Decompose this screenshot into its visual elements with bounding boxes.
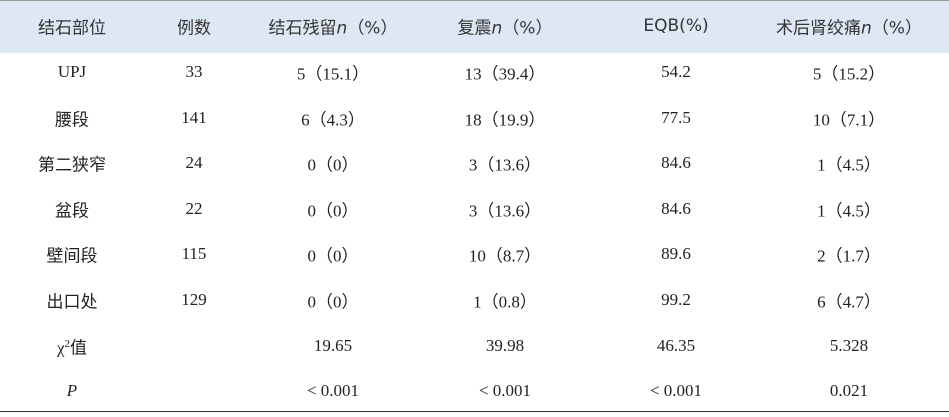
- cell-value: 22: [185, 198, 203, 218]
- cell-value: 19.65: [313, 335, 353, 355]
- header-cell: 例数: [177, 14, 211, 39]
- header-unit: （%）: [347, 18, 398, 39]
- cell-value: 84.6: [661, 153, 691, 173]
- header-text: 复震: [457, 18, 492, 39]
- cell-value: 18（19.9）: [464, 110, 546, 130]
- superscript: 2: [64, 337, 71, 350]
- cell-value: 0（0）: [307, 155, 359, 175]
- cell-value: 5（15.1）: [296, 64, 370, 84]
- header-unit: （%）: [502, 18, 553, 39]
- cell-value: 0（0）: [307, 246, 359, 266]
- row-label: χ2值: [57, 333, 87, 358]
- cell-value: 141: [181, 107, 207, 127]
- cell-value: 3（13.6）: [468, 201, 542, 221]
- cell-value: 84.6: [661, 198, 691, 218]
- cell-value: 3（13.6）: [468, 155, 542, 175]
- header-cell: 结石残留n（%）: [269, 14, 398, 39]
- cell-value: 54.2: [661, 62, 691, 81]
- cell-value: 77.5: [661, 107, 691, 127]
- cell-value: 1（4.5）: [817, 155, 881, 175]
- row-label: UPJ: [57, 62, 87, 81]
- cell-value: < 0.001: [306, 381, 360, 401]
- cell-value: 89.6: [661, 244, 691, 264]
- cell-value: 6（4.7）: [817, 292, 881, 312]
- header-cell: 术后肾绞痛n（%）: [776, 14, 922, 39]
- header-var: n: [336, 18, 348, 39]
- cell-value: 13（39.4）: [464, 64, 546, 84]
- cell-value: 46.35: [656, 335, 696, 355]
- cell-value: 39.98: [485, 335, 525, 355]
- header-text: 结石残留: [268, 18, 337, 39]
- row-label: 出口处: [46, 292, 98, 312]
- row-label: 壁间段: [46, 246, 98, 266]
- cell-value: 99.2: [661, 290, 691, 309]
- cell-value: < 0.001: [649, 381, 703, 401]
- row-label: 第二狭窄: [38, 155, 106, 175]
- header-text: EQB(%): [643, 16, 709, 36]
- header-unit: （%）: [871, 18, 922, 39]
- label-text: 值: [70, 338, 88, 358]
- cell-value: 24: [185, 153, 203, 173]
- header-text: 术后肾绞痛: [776, 18, 862, 39]
- cell-value: < 0.001: [478, 381, 532, 401]
- cell-value: 5.328: [829, 335, 869, 355]
- cell-value: 1（4.5）: [817, 201, 881, 221]
- cell-value: 1（0.8）: [473, 292, 537, 312]
- header-var: n: [491, 18, 503, 39]
- header-cell: EQB(%): [643, 16, 708, 36]
- header-cell: 复震n（%）: [458, 14, 553, 39]
- row-label: 盆段: [55, 201, 89, 221]
- row-label: P: [66, 381, 78, 401]
- row-label: 腰段: [55, 110, 89, 130]
- header-cell: 结石部位: [38, 14, 106, 39]
- cell-value: 5（15.2）: [812, 64, 886, 84]
- cell-value: 10（8.7）: [468, 246, 542, 266]
- header-var: n: [861, 18, 872, 39]
- cell-value: 0（0）: [307, 201, 359, 221]
- header-band: [0, 0, 949, 53]
- cell-value: 129: [181, 290, 207, 309]
- cell-value: 6（4.3）: [301, 110, 365, 130]
- cell-value: 0（0）: [307, 292, 359, 312]
- cell-value: 115: [181, 244, 207, 264]
- cell-value: 10（7.1）: [812, 110, 886, 130]
- cell-value: 2（1.7）: [817, 246, 881, 266]
- symbol: χ: [56, 338, 65, 358]
- cell-value: 33: [185, 62, 203, 81]
- header-text: 例数: [177, 18, 211, 39]
- cell-value: 0.021: [829, 381, 869, 401]
- header-text: 结石部位: [38, 18, 106, 39]
- bottom-rule: [0, 411, 949, 412]
